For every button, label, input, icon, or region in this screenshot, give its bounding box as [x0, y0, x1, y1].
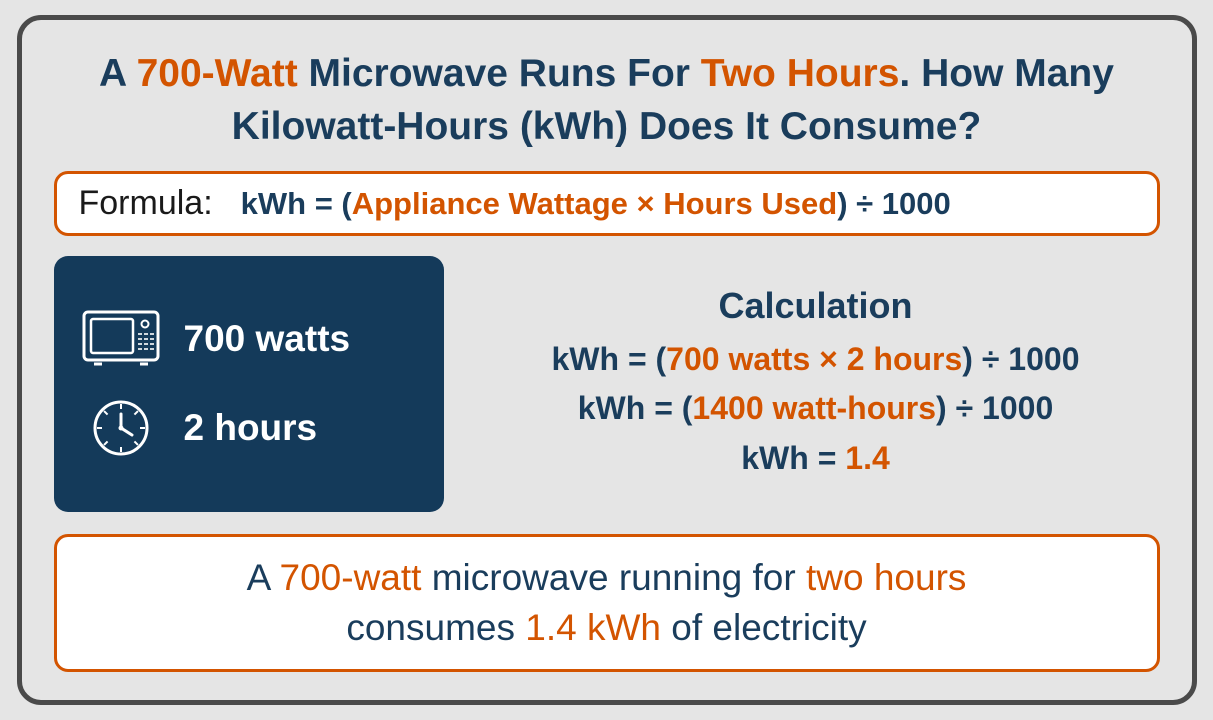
clock-icon [82, 398, 160, 458]
hours-value: 2 hours [184, 407, 318, 449]
microwave-icon [82, 310, 160, 368]
hours-row: 2 hours [82, 398, 416, 458]
wattage-row: 700 watts [82, 310, 416, 368]
calc-line-2: kWh = (1400 watt-hours) ÷ 1000 [472, 384, 1160, 434]
title-text: A [99, 52, 137, 95]
answer-box: A 700-watt microwave running for two hou… [54, 534, 1160, 672]
calc-line-3: kWh = 1.4 [472, 434, 1160, 484]
formula-label: Formula: [79, 184, 213, 223]
formula-prefix: kWh = ( [241, 186, 352, 221]
calculation-title: Calculation [472, 285, 1160, 327]
inputs-box: 700 watts [54, 256, 444, 512]
infographic-card: A 700-Watt Microwave Runs For Two Hours.… [17, 15, 1197, 705]
formula-highlight: Appliance Wattage × Hours Used [352, 186, 837, 221]
formula-box: Formula: kWh = (Appliance Wattage × Hour… [54, 171, 1160, 236]
title-text: Microwave Runs For [298, 52, 701, 95]
answer-text: A 700-watt microwave running for two hou… [79, 553, 1135, 653]
middle-row: 700 watts [54, 256, 1160, 512]
title-highlight-wattage: 700-Watt [137, 52, 298, 95]
formula-suffix: ) ÷ 1000 [837, 186, 951, 221]
question-title: A 700-Watt Microwave Runs For Two Hours.… [54, 48, 1160, 153]
calculation-panel: Calculation kWh = (700 watts × 2 hours) … [472, 256, 1160, 512]
calc-line-1: kWh = (700 watts × 2 hours) ÷ 1000 [472, 335, 1160, 385]
formula-expression: kWh = (Appliance Wattage × Hours Used) ÷… [241, 186, 951, 222]
wattage-value: 700 watts [184, 318, 351, 360]
title-highlight-hours: Two Hours [701, 52, 900, 95]
